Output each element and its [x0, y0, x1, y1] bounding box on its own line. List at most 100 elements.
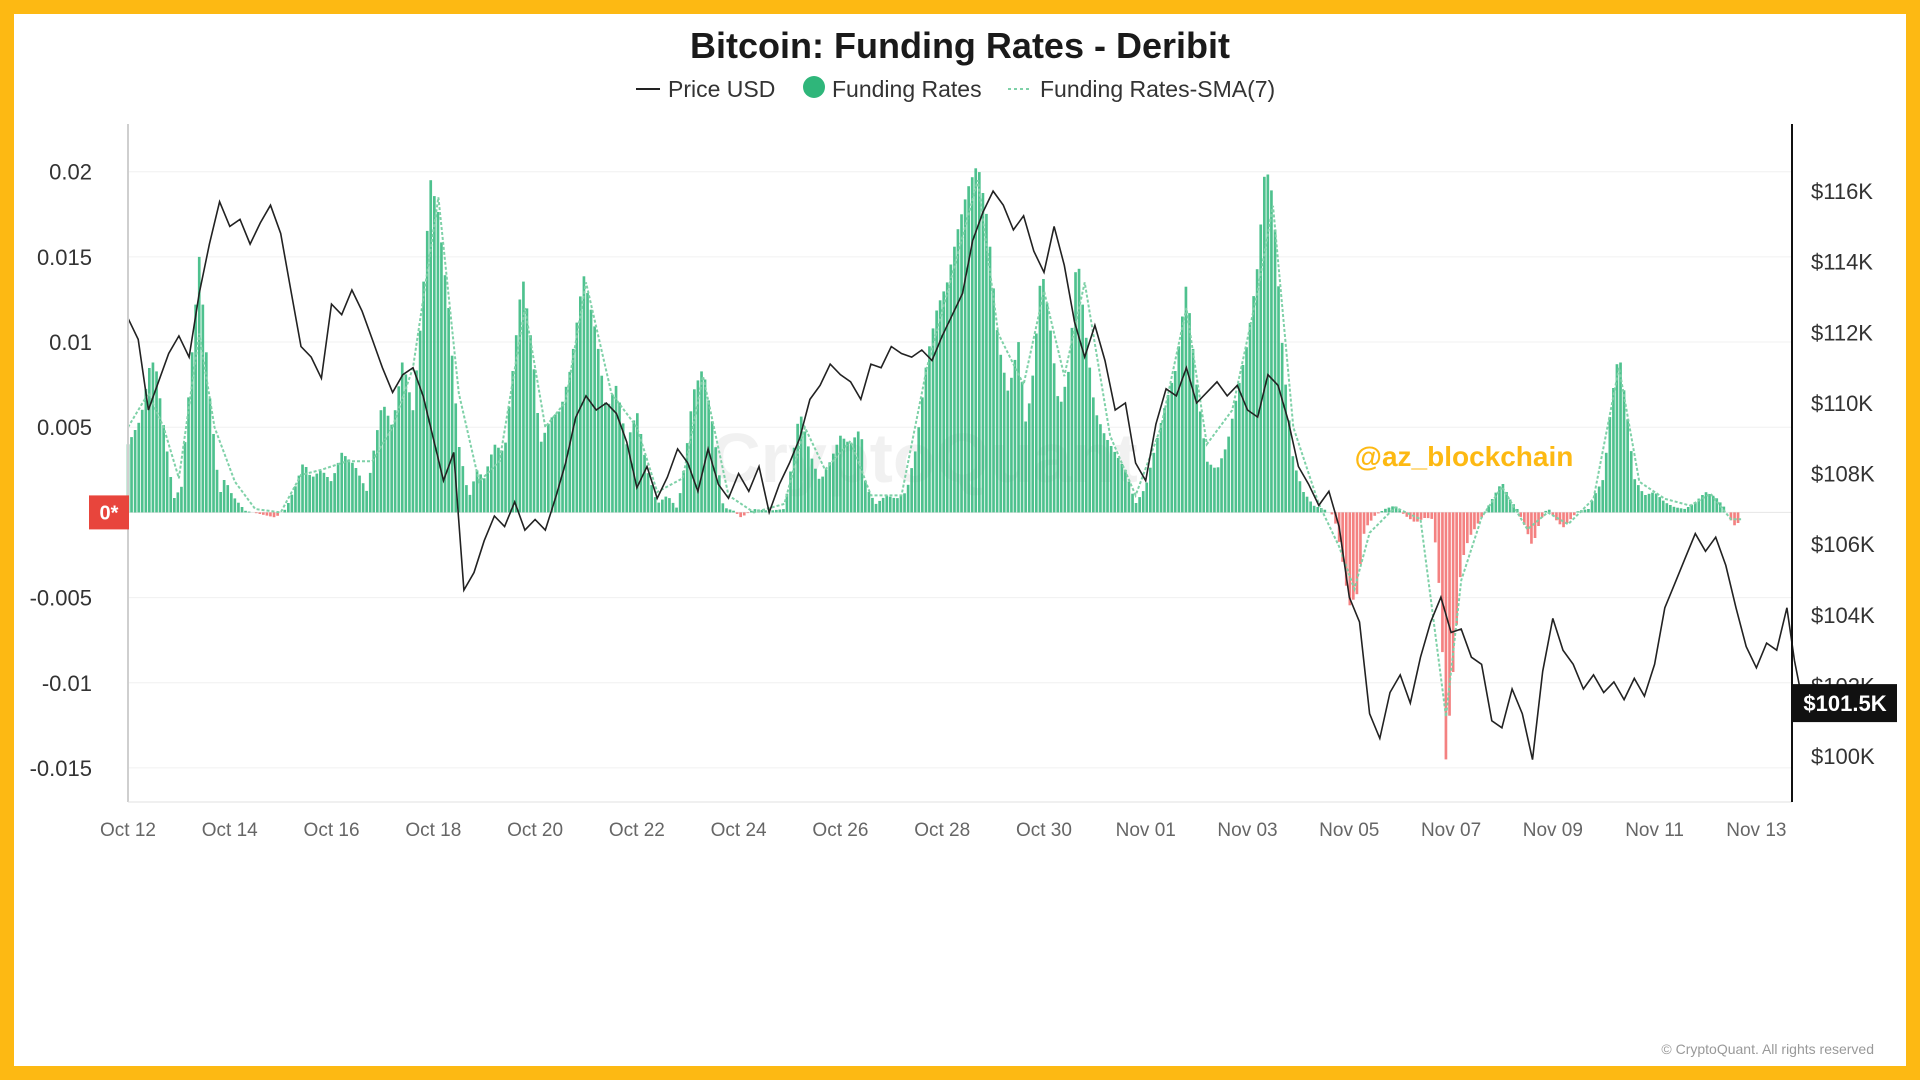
- funding-rate-bar: [782, 509, 785, 513]
- funding-rate-bar: [500, 450, 504, 513]
- funding-rate-bar: [1594, 493, 1597, 513]
- funding-rate-bar: [1462, 512, 1466, 555]
- funding-rate-bars: [126, 168, 1740, 760]
- funding-rate-bar: [956, 229, 960, 513]
- funding-rate-bar: [1173, 371, 1177, 513]
- left-axis-ticks: 0.02 0.015 0.01 0.005 -0.005 -0.01 -0.015: [30, 160, 92, 781]
- funding-rate-bar: [158, 398, 162, 513]
- left-tick-label: 0.01: [49, 330, 92, 355]
- funding-rate-bar: [995, 330, 999, 513]
- chart-card: Bitcoin: Funding Rates - Deribit Price U…: [14, 14, 1906, 1066]
- funding-rate-bar: [1017, 342, 1020, 513]
- funding-rate-bar: [525, 308, 529, 513]
- funding-rate-bar: [1455, 512, 1458, 625]
- left-tick-label: -0.015: [30, 756, 92, 781]
- funding-rate-bar: [1373, 512, 1377, 516]
- funding-rate-bar: [871, 497, 874, 513]
- funding-rate-bar: [1248, 322, 1252, 513]
- funding-rate-bar: [148, 368, 151, 513]
- funding-rate-bar: [970, 177, 974, 513]
- funding-rate-bar: [814, 468, 817, 513]
- funding-rate-bar: [828, 462, 832, 513]
- funding-rate-bar: [1120, 463, 1124, 513]
- funding-rate-bar: [543, 432, 547, 513]
- funding-rate-bar: [400, 362, 404, 513]
- funding-rate-bar: [475, 470, 479, 513]
- funding-rate-bar: [1024, 421, 1027, 513]
- funding-rate-bar: [867, 492, 871, 513]
- funding-rate-bar: [201, 304, 205, 513]
- x-tick-label: Oct 18: [405, 820, 461, 841]
- funding-rate-bar: [297, 475, 301, 513]
- funding-rate-bar: [575, 322, 579, 513]
- funding-rate-bar: [710, 421, 714, 513]
- funding-rate-bar: [931, 328, 935, 513]
- funding-rate-bar: [725, 508, 728, 513]
- funding-rate-bar: [1505, 492, 1508, 513]
- funding-rate-bar: [1597, 486, 1601, 513]
- funding-rate-bar: [960, 214, 963, 513]
- funding-rate-bar: [1184, 286, 1188, 513]
- funding-rate-bar: [212, 434, 215, 513]
- funding-rate-bar: [1694, 502, 1697, 513]
- funding-rate-bar: [1049, 330, 1052, 513]
- funding-rate-bar: [354, 468, 358, 513]
- funding-rate-bar: [938, 300, 942, 513]
- funding-rate-bar: [468, 494, 472, 513]
- funding-rate-bar: [682, 470, 685, 513]
- funding-rate-bar: [1369, 512, 1373, 521]
- sma-line: [127, 179, 1742, 717]
- funding-rate-bar: [1348, 512, 1352, 606]
- funding-rate-bar: [643, 454, 646, 513]
- funding-rate-bar: [176, 492, 180, 513]
- funding-rate-bar: [1344, 512, 1348, 586]
- current-price-badge-bg: [1793, 684, 1897, 723]
- funding-rate-bar: [935, 310, 938, 513]
- funding-rate-bar: [532, 369, 536, 513]
- background-watermark: CryptoQuant: [710, 419, 1138, 497]
- funding-rate-bar: [376, 430, 379, 513]
- funding-rate-bar: [1352, 512, 1355, 600]
- funding-rate-bar: [1116, 457, 1120, 513]
- funding-rate-bar: [308, 474, 311, 513]
- right-tick-label: $100K: [1811, 744, 1875, 769]
- funding-rate-bar: [450, 355, 454, 513]
- funding-rate-bar: [504, 442, 507, 513]
- funding-rate-bar: [1198, 411, 1202, 513]
- x-tick-label: Oct 24: [711, 820, 767, 841]
- x-tick-label: Oct 20: [507, 820, 563, 841]
- funding-rate-bar: [596, 348, 600, 513]
- funding-rate-bar: [1216, 467, 1220, 513]
- funding-rate-bar: [728, 509, 732, 513]
- funding-rate-bar: [326, 477, 329, 513]
- funding-rate-bar: [771, 510, 775, 513]
- funding-rate-bar: [1067, 371, 1070, 513]
- copyright-text: © CryptoQuant. All rights reserved: [1661, 1041, 1874, 1057]
- funding-rate-bar: [1188, 313, 1191, 513]
- funding-rate-bar: [1533, 512, 1537, 538]
- current-price-badge: $101.5K: [1793, 684, 1897, 723]
- funding-rate-bar: [194, 304, 197, 513]
- funding-rate-bar: [1466, 512, 1469, 544]
- funding-rate-bar: [1309, 501, 1312, 513]
- funding-rate-bar: [1530, 512, 1533, 544]
- funding-rate-bar: [824, 469, 828, 513]
- funding-rate-bar: [924, 367, 928, 513]
- x-tick-label: Oct 12: [100, 820, 156, 841]
- funding-rate-bar: [1409, 512, 1412, 520]
- zero-badge-bg: [89, 495, 129, 530]
- funding-rate-bar: [1109, 446, 1113, 513]
- chart-title: Bitcoin: Funding Rates - Deribit: [690, 25, 1230, 66]
- funding-rate-bar: [714, 447, 718, 513]
- funding-rate-bar: [974, 168, 978, 513]
- funding-rate-bar: [1437, 512, 1441, 583]
- funding-rate-bar: [1002, 372, 1006, 513]
- funding-rate-bar: [1206, 461, 1209, 513]
- funding-rate-bar: [1291, 456, 1295, 513]
- funding-rate-bar: [1633, 479, 1637, 513]
- funding-rate-bar: [1476, 512, 1480, 524]
- funding-rate-bar: [1547, 509, 1551, 513]
- funding-rate-bar: [646, 473, 650, 513]
- funding-rate-bar: [258, 512, 262, 514]
- funding-rate-bar: [1701, 495, 1704, 513]
